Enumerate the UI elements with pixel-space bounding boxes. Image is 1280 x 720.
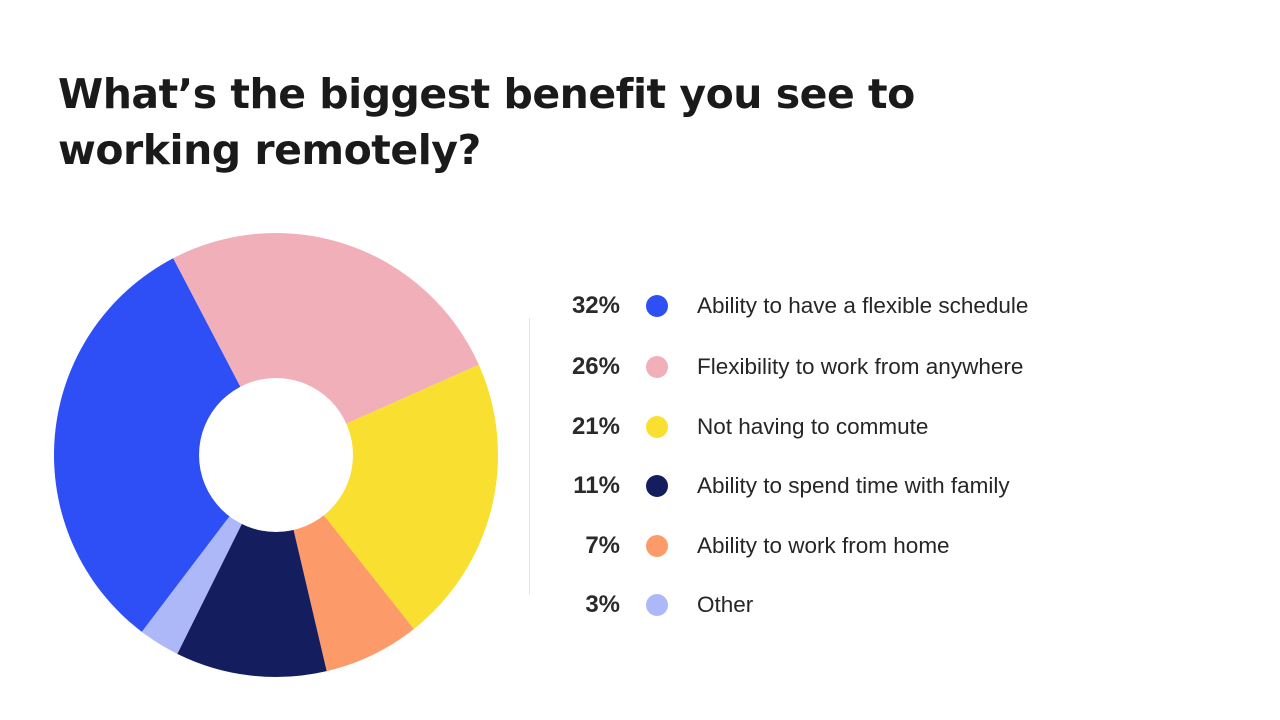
donut-slice-ability-to-have-a-flexible-schedule [53,258,276,632]
legend-item: 3% Other [540,590,753,620]
legend-swatch [646,416,668,438]
legend-item: 7% Ability to work from home [540,531,950,561]
legend-value: 21% [571,413,620,440]
legend-value: 3% [585,591,620,618]
legend-label: Not having to commute [697,414,929,439]
legend-value: 32% [571,292,620,319]
chart-title: What’s the biggest benefit you see to wo… [58,70,915,174]
legend-label: Other [697,592,754,617]
legend-label: Ability to work from home [697,533,950,558]
legend-item: 26% Flexibility to work from anywhere [540,352,1023,382]
donut-hole [199,378,353,532]
legend-item: 32% Ability to have a flexible schedule [540,291,1029,321]
legend-swatch [646,356,668,378]
legend-item: 21% Not having to commute [540,412,928,442]
legend-value: 7% [585,532,620,559]
legend-swatch [646,295,668,317]
legend-label: Ability to spend time with family [697,473,1010,498]
divider [529,318,530,595]
donut-slice-ability-to-spend-time-with-family [177,455,327,678]
legend-item: 11% Ability to spend time with family [540,471,1010,501]
legend-label: Flexibility to work from anywhere [697,354,1024,379]
legend-swatch [646,475,668,497]
legend-swatch [646,594,668,616]
legend-swatch [646,535,668,557]
legend-value: 26% [571,353,620,380]
donut-chart [53,233,499,678]
legend-value: 11% [573,472,620,499]
legend-label: Ability to have a flexible schedule [697,293,1029,318]
